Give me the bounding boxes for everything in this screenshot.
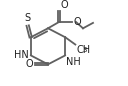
Text: NH: NH — [66, 57, 81, 67]
Text: S: S — [25, 13, 31, 23]
Text: O: O — [25, 59, 33, 69]
Text: O: O — [73, 17, 81, 27]
Text: HN: HN — [14, 50, 29, 60]
Text: CH: CH — [76, 45, 90, 55]
Text: O: O — [61, 0, 68, 10]
Text: 3: 3 — [83, 47, 87, 53]
